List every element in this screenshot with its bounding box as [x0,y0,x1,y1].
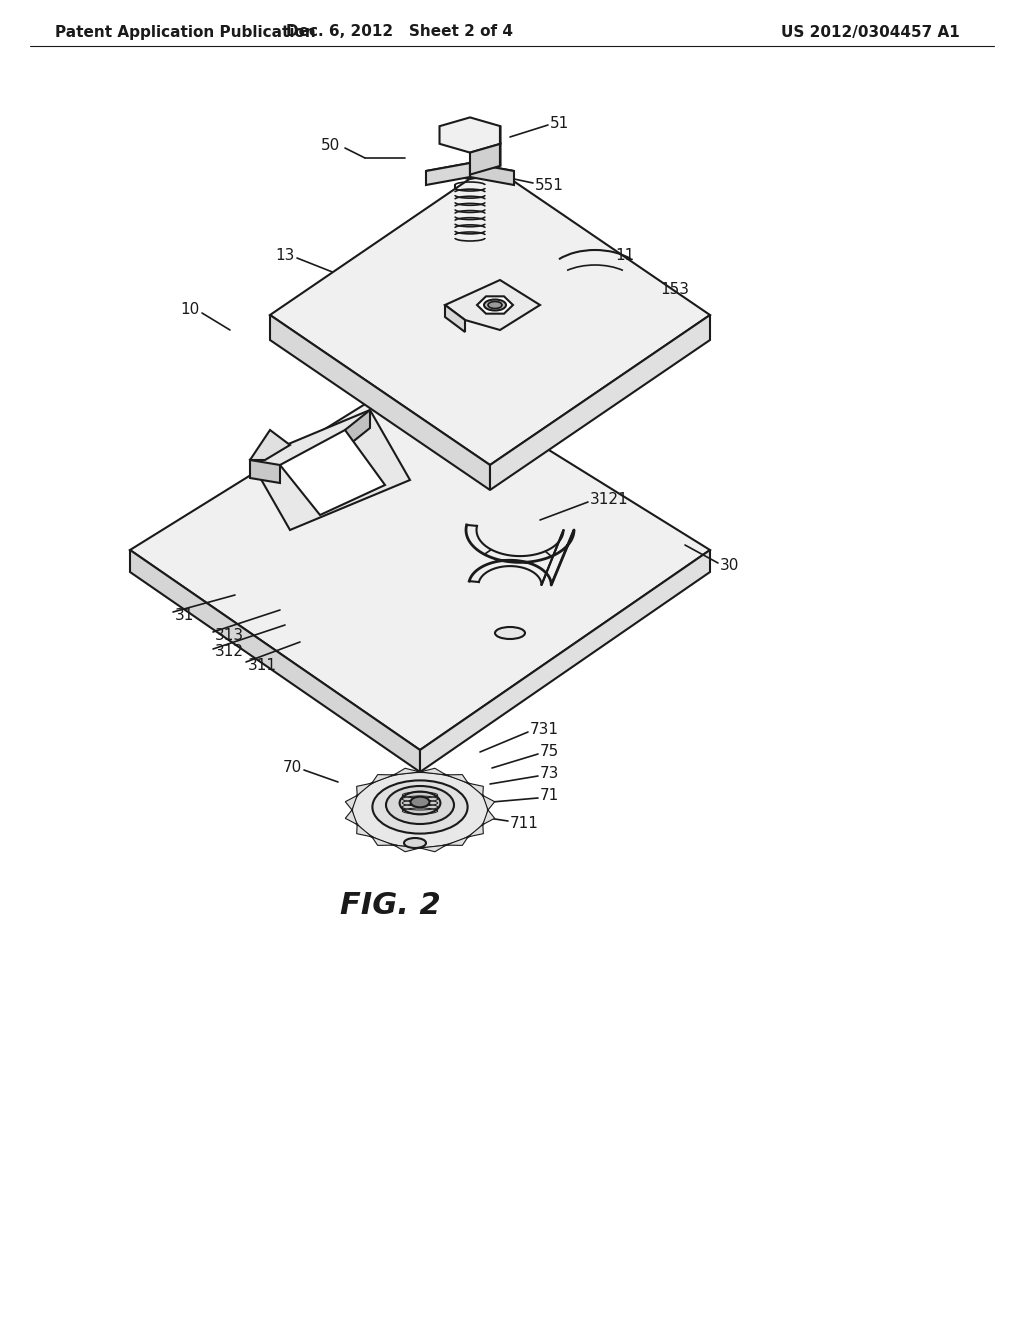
Polygon shape [470,162,514,185]
Text: 75: 75 [540,744,559,759]
Text: 711: 711 [510,816,539,830]
Text: 3121: 3121 [590,492,629,507]
Text: 31: 31 [175,607,195,623]
Text: 551: 551 [535,177,564,193]
Polygon shape [446,837,468,845]
Polygon shape [130,550,420,772]
Text: 30: 30 [720,557,739,573]
Text: 311: 311 [248,657,278,672]
Ellipse shape [488,301,502,309]
Polygon shape [483,810,495,825]
Polygon shape [130,370,710,750]
Polygon shape [483,796,495,810]
Ellipse shape [352,772,488,847]
Text: 50: 50 [321,137,340,153]
Ellipse shape [399,792,440,814]
Text: US 2012/0304457 A1: US 2012/0304457 A1 [780,25,959,40]
Polygon shape [426,162,470,185]
Polygon shape [446,775,468,783]
Polygon shape [394,845,420,851]
Polygon shape [280,430,385,515]
Text: 313: 313 [215,627,244,643]
Ellipse shape [386,785,454,824]
Text: Dec. 6, 2012   Sheet 2 of 4: Dec. 6, 2012 Sheet 2 of 4 [287,25,513,40]
Polygon shape [372,837,394,845]
Text: 312: 312 [215,644,244,660]
Polygon shape [439,117,501,153]
Polygon shape [394,768,420,775]
Text: 153: 153 [660,282,689,297]
Ellipse shape [484,300,506,310]
Text: 13: 13 [275,248,295,263]
Polygon shape [426,162,514,180]
Ellipse shape [495,627,525,639]
Polygon shape [468,825,483,837]
Ellipse shape [411,797,429,808]
Polygon shape [356,825,372,837]
Polygon shape [356,783,372,796]
Ellipse shape [404,838,426,847]
Polygon shape [372,775,394,783]
Text: 10: 10 [181,302,200,318]
Polygon shape [445,305,465,333]
Polygon shape [345,796,357,810]
Text: 11: 11 [615,248,634,263]
Polygon shape [250,411,410,531]
Text: FIG. 2: FIG. 2 [340,891,440,920]
Polygon shape [420,768,446,775]
Polygon shape [468,783,483,796]
Text: 731: 731 [530,722,559,738]
Polygon shape [445,280,540,330]
Polygon shape [420,845,446,851]
Text: 51: 51 [550,116,569,131]
Polygon shape [250,430,290,459]
Polygon shape [470,144,501,174]
Polygon shape [420,550,710,772]
Polygon shape [250,459,280,483]
Ellipse shape [373,780,468,834]
Text: 71: 71 [540,788,559,804]
Polygon shape [270,315,490,490]
Polygon shape [490,315,710,490]
Text: Patent Application Publication: Patent Application Publication [55,25,315,40]
Polygon shape [345,411,370,447]
Polygon shape [477,296,513,314]
Text: 70: 70 [283,760,302,776]
Text: 73: 73 [540,767,559,781]
Polygon shape [270,165,710,465]
Polygon shape [345,810,357,825]
